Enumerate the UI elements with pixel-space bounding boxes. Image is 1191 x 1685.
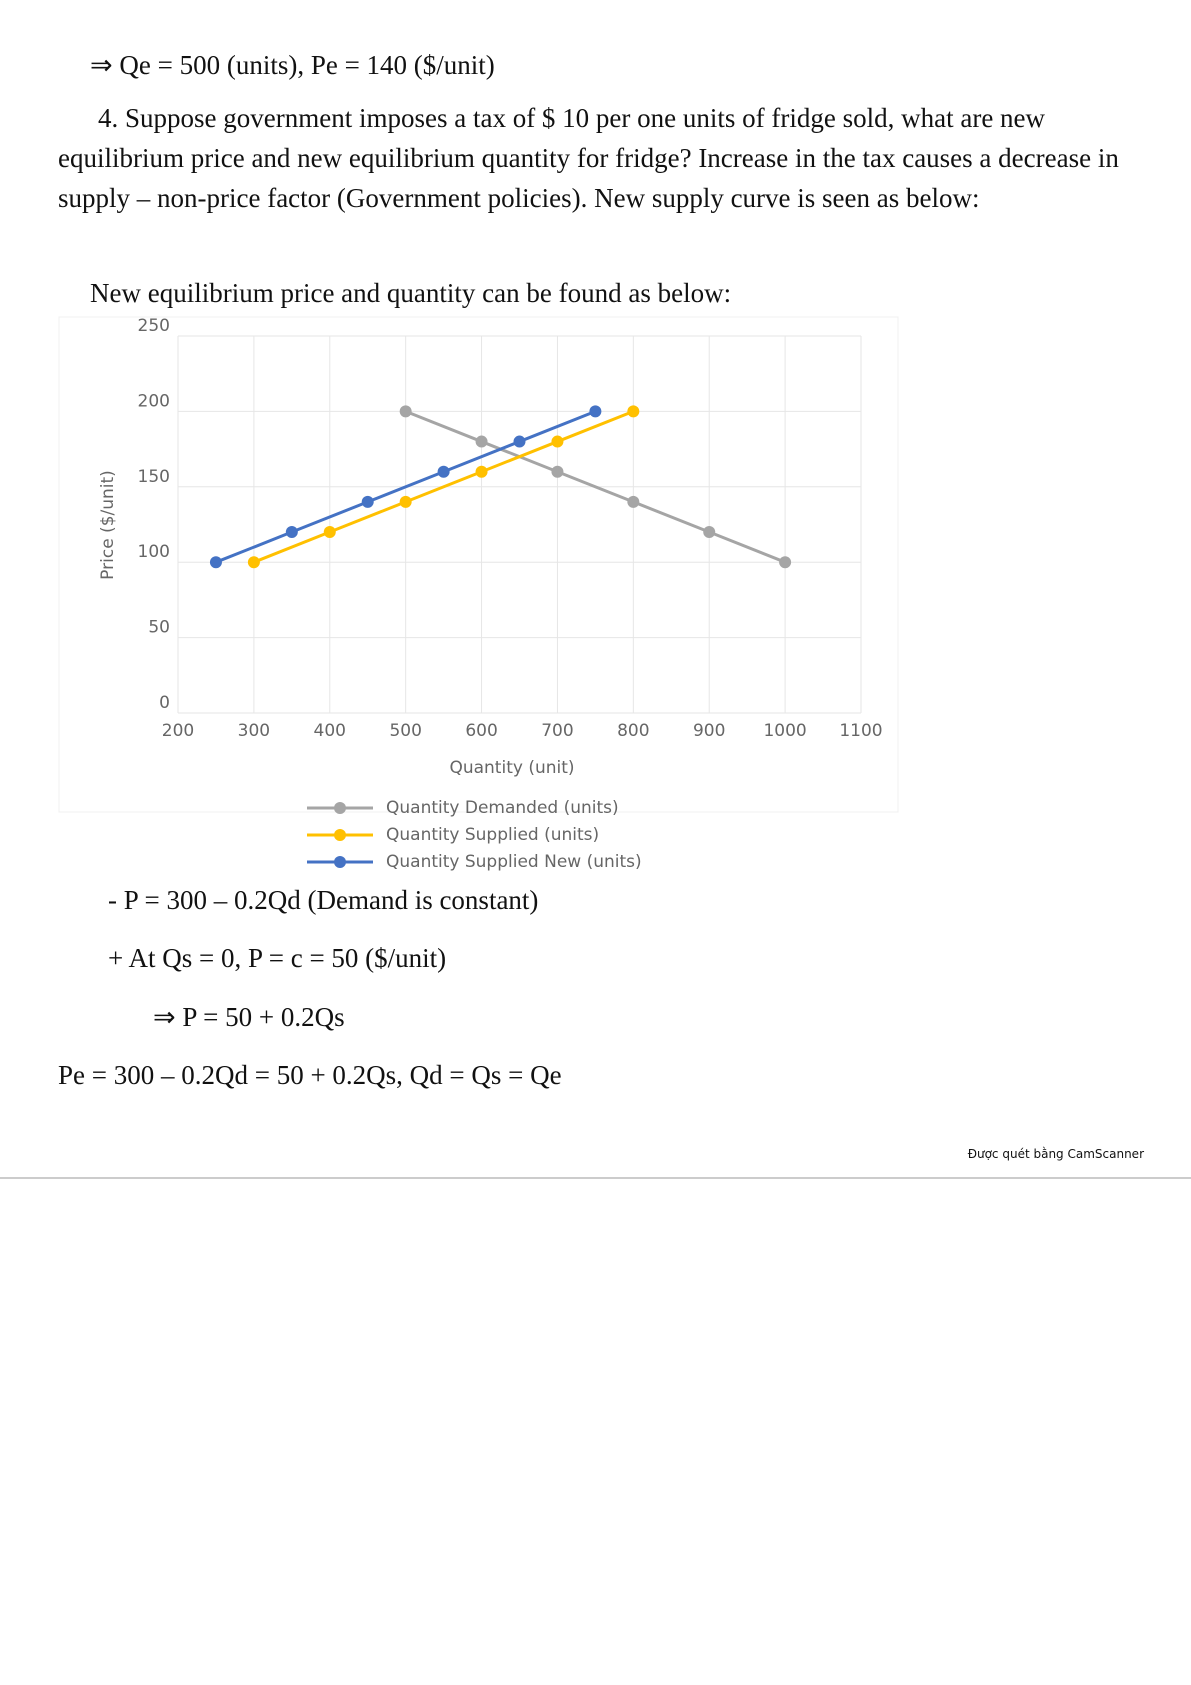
watermark: Được quét bằng CamScanner [967,1147,1144,1161]
point [323,526,336,539]
x-tick-label: 300 [238,721,270,741]
legend-label: Quantity Supplied (units) [386,825,599,845]
x-tick-label: 200 [162,721,194,741]
point [551,465,564,478]
y-tick-label: 100 [138,542,170,562]
y-tick-label: 250 [138,316,170,336]
legend-label: Quantity Supplied New (units) [386,852,642,872]
point [399,405,412,418]
point [779,556,792,569]
x-tick-label: 600 [465,721,497,741]
point [589,405,602,418]
chart-frame [58,316,899,813]
point [437,465,450,478]
point [285,526,298,539]
point [209,556,222,569]
x-axis-title: Quantity (unit) [449,758,574,778]
y-tick-label: 0 [159,693,170,713]
step: ⇒ P = 50 + 0.2Qs [153,1002,345,1032]
point [361,495,374,508]
y-axis-title: Price ($/unit) [98,470,118,580]
point [475,465,488,478]
point [399,495,412,508]
x-tick-label: 1100 [839,721,882,741]
x-tick-label: 400 [314,721,346,741]
step: - P = 300 – 0.2Qd (Demand is constant) [108,885,539,915]
series-line [405,410,786,564]
x-tick-label: 900 [693,721,725,741]
x-tick-label: 1000 [763,721,806,741]
question: 4. Suppose government imposes a tax of $… [58,103,1119,213]
y-tick-label: 200 [138,391,170,411]
y-tick-label: 150 [138,467,170,487]
legend-marker [334,856,346,868]
point [627,495,640,508]
x-tick-label: 500 [389,721,421,741]
point [551,435,564,448]
result-line: ⇒ Qe = 500 (units), Pe = 140 ($/unit) [90,50,495,80]
point [475,435,488,448]
series-line [215,410,596,564]
series-line [253,410,634,564]
legend-marker [334,802,346,814]
legend-marker [334,829,346,841]
point [627,405,640,418]
point [513,435,526,448]
point [703,526,716,539]
x-tick-label: 800 [617,721,649,741]
step: + At Qs = 0, P = c = 50 ($/unit) [108,943,447,973]
x-tick-label: 700 [541,721,573,741]
intro: New equilibrium price and quantity can b… [90,278,732,308]
point [247,556,260,569]
y-tick-label: 50 [148,618,170,638]
step: Pe = 300 – 0.2Qd = 50 + 0.2Qs, Qd = Qs =… [58,1060,562,1090]
legend-label: Quantity Demanded (units) [386,798,619,818]
